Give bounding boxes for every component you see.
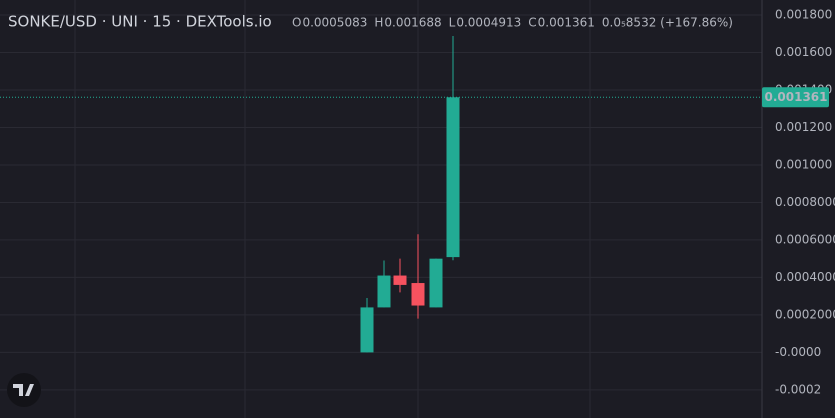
v-grid bbox=[0, 0, 762, 418]
legend-key: H bbox=[374, 16, 383, 30]
y-tick-label: 0.001200 bbox=[775, 120, 832, 134]
legend-value: 0.0005083 bbox=[302, 16, 367, 30]
last-price-label: 0.001361 bbox=[764, 90, 827, 104]
y-tick-label: -0.0002 bbox=[775, 382, 821, 396]
candle-body bbox=[393, 275, 407, 285]
legend-change: 0.0₅8532 (+167.86%) bbox=[602, 16, 733, 30]
tv-logo bbox=[7, 373, 41, 407]
y-tick-label: -0.0000 bbox=[775, 345, 821, 359]
logo-bg bbox=[7, 373, 41, 407]
last-price-badge bbox=[762, 87, 829, 108]
candle-body bbox=[360, 307, 374, 353]
y-tick-label: 0.0008000 bbox=[775, 195, 835, 209]
y-tick-label: 0.001600 bbox=[775, 45, 832, 59]
legend-value: 0.001688 bbox=[384, 16, 441, 30]
legend-value: 0.001361 bbox=[538, 16, 595, 30]
legend-key: O bbox=[292, 16, 301, 30]
legend-key: L bbox=[449, 16, 456, 30]
logo-mark bbox=[13, 384, 34, 396]
y-tick-label: 0.001800 bbox=[775, 7, 832, 21]
candle-body bbox=[446, 97, 460, 258]
y-tick-label: 0.001000 bbox=[775, 157, 832, 171]
candle-body bbox=[429, 258, 443, 308]
y-tick-label: 0.0002000 bbox=[775, 307, 835, 321]
y-tick-label: 0.0006000 bbox=[775, 232, 835, 246]
legend-key: C bbox=[528, 16, 536, 30]
candle-body bbox=[377, 275, 391, 308]
candle-body bbox=[411, 283, 425, 306]
chart-title: SONKE/USD · UNI · 15 · DEXTools.io bbox=[8, 13, 272, 31]
y-tick-label: 0.0004000 bbox=[775, 270, 835, 284]
legend-value: 0.0004913 bbox=[456, 16, 521, 30]
